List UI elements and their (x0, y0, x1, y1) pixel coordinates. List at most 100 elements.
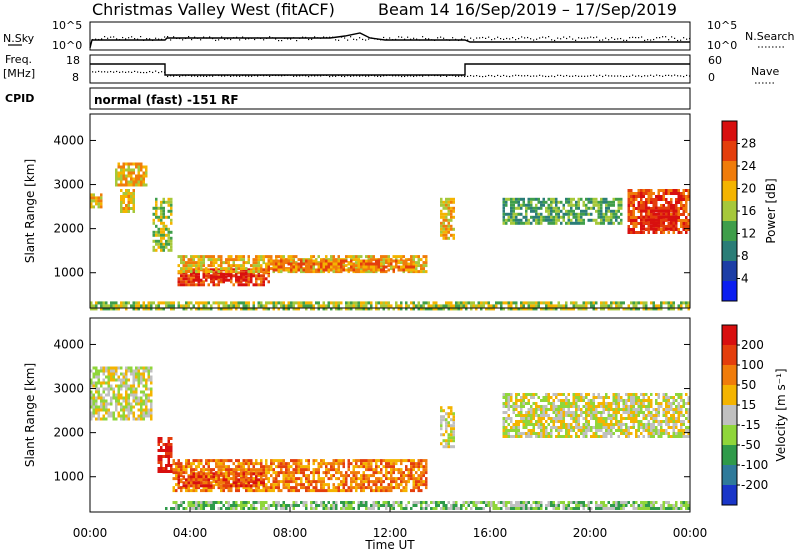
power-cell (672, 231, 675, 234)
nsearch-dots (92, 36, 691, 42)
velocity-cell (157, 449, 160, 452)
velocity-cell (145, 387, 148, 391)
velocity-cell (600, 411, 603, 414)
velocity-cell (355, 489, 358, 493)
velocity-cell (577, 399, 580, 402)
nave-dot (218, 74, 220, 77)
velocity-cell (527, 399, 530, 402)
nsearch-dot (425, 38, 427, 40)
power-cell (215, 283, 218, 287)
velocity-cell (635, 399, 638, 402)
velocity-cell (95, 375, 98, 379)
power-cell (570, 301, 573, 305)
power-cell (382, 258, 385, 262)
power-cell (670, 204, 673, 207)
velocity-cell (277, 483, 280, 487)
velocity-cell (425, 486, 428, 490)
velocity-cell (370, 462, 373, 466)
velocity-cell (97, 417, 100, 421)
power-cell (240, 280, 243, 284)
velocity-cell (590, 402, 593, 405)
velocity-cell (555, 426, 558, 429)
velocity-cell (337, 465, 340, 469)
power-cell (575, 206, 578, 210)
power-cell (565, 209, 568, 213)
velocity-cell (645, 408, 648, 411)
power-cell (667, 212, 670, 216)
velocity-cell (212, 478, 215, 482)
velocity-cell (550, 402, 553, 405)
power-cell (620, 203, 623, 207)
velocity-cell (207, 459, 210, 463)
power-cell (165, 239, 168, 243)
power-cell (617, 215, 620, 219)
velocity-cell (172, 462, 175, 466)
velocity-cell (275, 483, 278, 487)
velocity-cell (107, 381, 110, 385)
velocity-cell (607, 432, 610, 435)
power-cell (277, 268, 280, 272)
velocity-cell (537, 408, 540, 411)
power-cell (527, 307, 530, 311)
nsearch-dot (170, 39, 172, 41)
velocity-cell (250, 475, 253, 479)
power-cell (260, 255, 263, 259)
velocity-cell (655, 399, 658, 402)
velocity-cell (657, 393, 660, 396)
noise-strip: N.Sky 10^5 10^0 10^5 10^0 N.Search (3, 19, 795, 52)
velocity-cell (307, 486, 310, 490)
power-cell (355, 301, 358, 305)
velocity-cell (142, 384, 145, 388)
power-cell (192, 274, 195, 278)
velocity-cell (125, 408, 128, 412)
power-cell (652, 301, 655, 305)
velocity-cell (567, 393, 570, 396)
velocity-cell (415, 480, 418, 484)
velocity-cell (655, 429, 658, 432)
power-cell (462, 301, 465, 305)
velocity-cell (352, 471, 355, 475)
velocity-cell (172, 486, 175, 490)
power-cell (595, 301, 598, 305)
power-cell (137, 304, 140, 308)
velocity-cell (530, 411, 533, 414)
velocity-cell (387, 486, 390, 490)
velocity-cell (100, 399, 103, 403)
nsearch-dot (413, 37, 415, 39)
velocity-cell (542, 426, 545, 429)
nave-dot (152, 71, 154, 74)
power-cell (157, 227, 160, 231)
power-cell (422, 307, 425, 311)
velocity-cell (205, 481, 208, 485)
power-cell (97, 202, 100, 206)
velocity-cell (385, 471, 388, 475)
velocity-cell (232, 484, 235, 488)
power-cell (670, 301, 673, 305)
power-cell (672, 204, 675, 207)
power-cell (445, 227, 448, 231)
velocity-cell (135, 393, 138, 397)
power-cell (262, 283, 265, 287)
velocity-cell (625, 408, 628, 411)
velocity-cell (272, 486, 275, 490)
power-cell (132, 180, 135, 184)
power-cell (652, 307, 655, 311)
nave-dot (431, 74, 433, 76)
power-cell (137, 168, 140, 172)
velocity-cell (365, 474, 368, 478)
velocity-cell (137, 408, 140, 412)
nave-dot (581, 75, 583, 77)
velocity-cell (207, 486, 210, 490)
velocity-cell (255, 462, 258, 466)
velocity-cell (510, 399, 513, 402)
nsearch-dot (371, 37, 373, 39)
velocity-cell (220, 465, 223, 469)
velocity-cell (587, 405, 590, 408)
power-cell (470, 307, 473, 311)
velocity-cell (262, 484, 265, 488)
velocity-cell (572, 414, 575, 417)
velocity-cell (407, 477, 410, 481)
velocity-cell (137, 372, 140, 376)
power-cell (212, 283, 215, 287)
velocity-cell (340, 480, 343, 484)
